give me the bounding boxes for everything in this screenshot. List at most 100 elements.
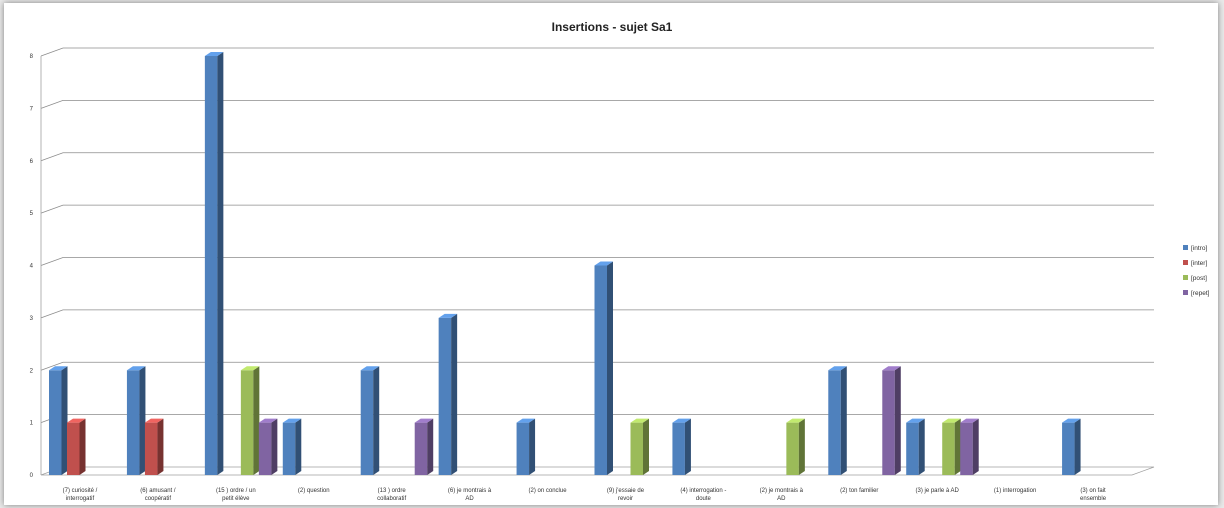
legend-label: [repet] (1191, 290, 1210, 297)
bar-top (960, 418, 979, 423)
legend: [intro] [inter] [post] [repet] (1183, 245, 1210, 297)
bar-inter-0 (67, 418, 86, 475)
x-category-label: (6) je montrais à AD (448, 488, 492, 502)
bar-side (643, 418, 649, 475)
bar-intro-2 (204, 52, 224, 475)
legend-label: [intro] (1191, 245, 1207, 252)
bar-top (360, 366, 380, 371)
y-tick-label: 3 (30, 316, 34, 322)
bar-side (972, 418, 979, 475)
legend-swatch (1183, 260, 1188, 265)
bar-intro-3 (282, 418, 302, 475)
bar-front (67, 422, 80, 475)
bar-top (282, 418, 302, 423)
bar-top (126, 366, 146, 371)
y-tick-label: 8 (30, 54, 34, 60)
bar-repet-4 (414, 418, 434, 475)
x-category-label: (2) on conclue (529, 488, 568, 494)
bar-side (139, 366, 146, 475)
bar-front (516, 422, 530, 475)
bar-front (906, 422, 919, 475)
bar-intro-7 (594, 261, 613, 475)
y-tick-label: 5 (30, 211, 34, 217)
y-tick-label: 2 (30, 368, 34, 374)
bar-inter-1 (144, 418, 164, 475)
chart-frame: Insertions - sujet Sa1 0 1 2 3 4 5 6 7 8 (7) cur… (4, 3, 1218, 505)
bar-top (67, 418, 86, 423)
x-category-label: (6) amusant / coopératif (140, 488, 176, 502)
bar-front (1062, 422, 1075, 475)
legend-swatch (1183, 290, 1188, 295)
bar-chart: Insertions - sujet Sa1 0 1 2 3 4 5 6 7 8 (7) cur… (30, 20, 1210, 502)
bar-intro-6 (516, 418, 536, 475)
bar-front (438, 317, 452, 475)
bar-front (49, 370, 62, 475)
bar-top (942, 418, 961, 423)
bar-intro-0 (49, 366, 68, 475)
x-category-label: (3) je parle à AD (915, 488, 959, 494)
bar-top (240, 366, 260, 371)
bar-post-11 (942, 418, 961, 475)
bar-side (840, 366, 847, 475)
bar-repet-10 (882, 366, 901, 475)
legend-label: [inter] (1191, 260, 1207, 267)
x-category-label: (2) question (298, 488, 330, 494)
bar-front (204, 56, 218, 475)
bar-side (253, 366, 260, 475)
bar-side (607, 261, 613, 475)
bar-front (942, 422, 955, 475)
gridline (40, 99, 1154, 109)
bar-top (828, 366, 847, 371)
bar-side (684, 418, 691, 475)
bar-post-7 (630, 418, 649, 475)
bar-front (960, 422, 973, 475)
bar-intro-13 (1062, 418, 1081, 475)
x-axis-categories: (7) curiosité / interrogatif (6) amusant /… (63, 488, 1107, 502)
bar-side (217, 52, 224, 475)
y-tick-label: 0 (30, 473, 34, 479)
x-category-label: (15 ) ordre / un petit élève (216, 488, 256, 502)
x-category-label: (1) interrogation (994, 488, 1036, 494)
bar-front (786, 422, 799, 475)
bar-side (894, 366, 901, 475)
bar-top (594, 261, 613, 266)
bar-side (529, 418, 536, 475)
bar-side (798, 418, 805, 475)
bar-side (427, 418, 434, 475)
bar-post-9 (786, 418, 805, 475)
bar-top (204, 52, 224, 56)
bar-intro-10 (828, 366, 847, 475)
bar-front (240, 370, 254, 475)
bar-side (1074, 418, 1081, 475)
bar-side (157, 418, 164, 475)
y-tick-label: 7 (30, 106, 34, 112)
x-category-label: (7) curiosité / interrogatif (63, 488, 98, 502)
bars (49, 52, 1081, 475)
bar-front (144, 422, 158, 475)
bar-side (918, 418, 925, 475)
bar-front (360, 370, 374, 475)
y-tick-label: 6 (30, 159, 34, 165)
bar-intro-4 (360, 366, 380, 475)
y-axis-ticks: 0 1 2 3 4 5 6 7 8 (30, 54, 34, 479)
gridline (40, 204, 1154, 214)
gridline (40, 47, 1154, 57)
bar-top (630, 418, 649, 423)
bar-top (516, 418, 536, 423)
bar-post-2 (240, 366, 260, 475)
y-tick-label: 1 (30, 421, 34, 427)
bar-repet-11 (960, 418, 979, 475)
legend-swatch (1183, 245, 1188, 250)
bar-repet-2 (258, 418, 278, 475)
bar-top (144, 418, 164, 423)
x-category-label: (13 ) ordre collaboratif (377, 488, 406, 502)
gridline (40, 257, 1154, 266)
bar-side (451, 313, 458, 475)
bar-front (126, 370, 140, 475)
grid-lines (40, 47, 1154, 424)
legend-swatch (1183, 275, 1188, 280)
x-category-label: (9) j'essaie de revoir (607, 488, 645, 502)
bar-top (906, 418, 925, 423)
x-category-label: (2) je montrais à AD (760, 488, 804, 502)
bar-top (438, 313, 458, 318)
